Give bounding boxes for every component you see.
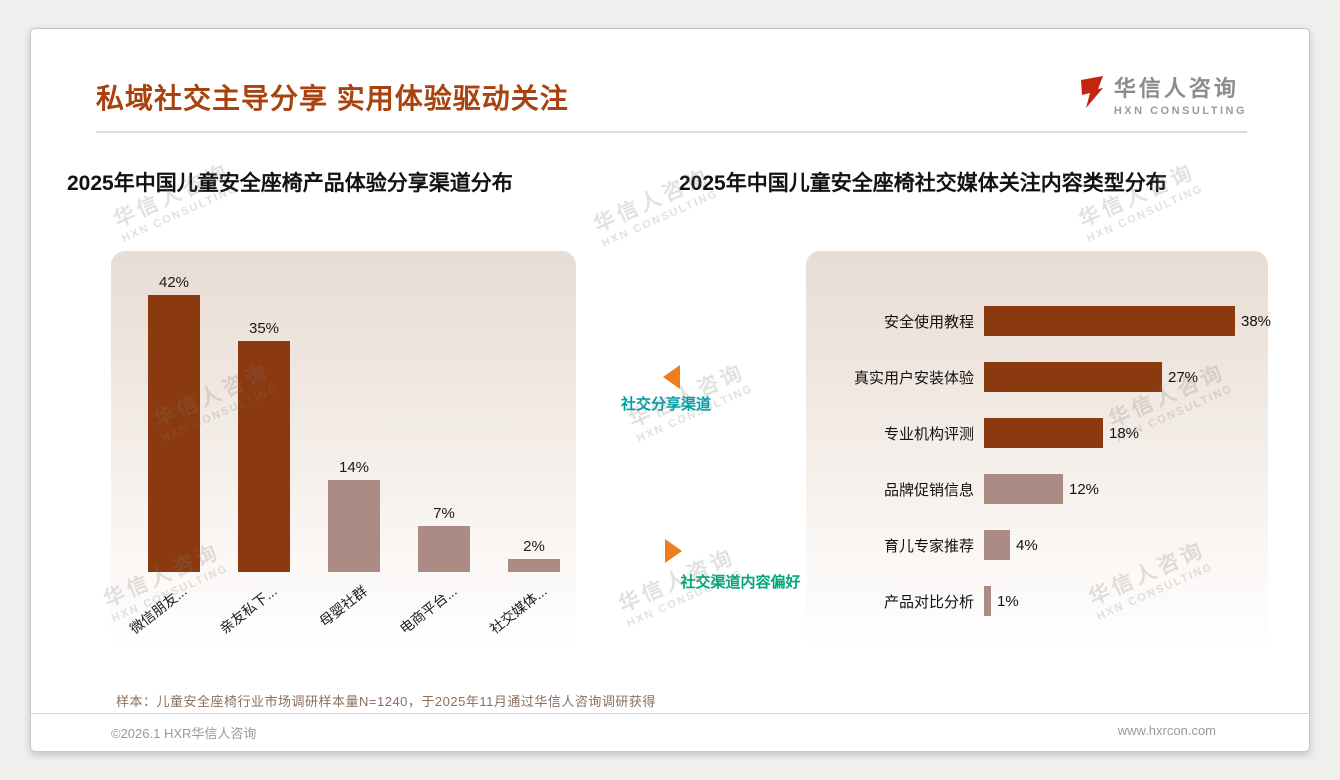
hbar-category-label: 品牌促销信息 — [883, 481, 974, 499]
left-arrow-icon — [663, 365, 680, 389]
category-cell: 电商平台... — [396, 575, 489, 647]
hbar-row-5: 产品对比分析 1% — [824, 573, 1262, 629]
bar — [984, 418, 1103, 448]
hbar-category-label: 专业机构评测 — [883, 425, 974, 443]
bar-value-label: 35% — [248, 320, 280, 337]
category-label: 亲友私下... — [216, 582, 280, 637]
bar — [984, 362, 1162, 392]
bar — [984, 530, 1010, 560]
horizontal-bar-chart: 安全使用教程 38% 真实用户安装体验 27% 专业机构评测 18% 品牌促销信息 12% 育儿… — [806, 251, 1271, 651]
hbar-category-label: 真实用户安装体验 — [853, 369, 974, 387]
category-label: 母婴社群 — [315, 582, 370, 630]
bar — [984, 306, 1235, 336]
category-label: 微信朋友... — [126, 582, 190, 637]
vertical-categories: 微信朋友... 亲友私下... 母婴社群 电商平台... 社交媒体... — [126, 575, 579, 647]
slide: 华信人咨询 HXN CONSULTING 华信人咨询 HXN CONSULTING … — [30, 28, 1310, 752]
category-cell: 母婴社群 — [309, 575, 399, 647]
bar-value-label: 14% — [338, 459, 370, 476]
left-chart-title: 2025年中国儿童安全座椅产品体验分享渠道分布 — [67, 172, 513, 195]
bar-column-2: 14% — [309, 459, 399, 572]
logo-name: 华信人咨询 — [1113, 76, 1239, 101]
bar-column-4: 2% — [489, 538, 579, 572]
bar — [238, 341, 290, 572]
bar-column-0: 42% — [129, 274, 219, 572]
category-cell: 亲友私下... — [216, 575, 309, 647]
bar-value-label: 12% — [1069, 480, 1100, 498]
hbar-row-1: 真实用户安装体验 27% — [824, 349, 1262, 405]
bar — [148, 295, 200, 572]
left-arrow-label: 社交分享渠道 — [620, 396, 711, 413]
bar — [328, 480, 380, 572]
logo-tagline: HXN CONSULTING — [1113, 105, 1247, 117]
bar-value-label: 27% — [1168, 368, 1199, 386]
hbar-category-label: 育儿专家推荐 — [883, 537, 974, 555]
bar-value-label: 18% — [1109, 424, 1140, 442]
hbar-row-4: 育儿专家推荐 4% — [824, 517, 1262, 573]
sample-note: 样本：儿童安全座椅行业市场调研样本量N=1240，于2025年11月通过华信人咨… — [116, 694, 656, 709]
hbar-category-label: 安全使用教程 — [883, 313, 974, 331]
bar — [984, 586, 991, 616]
hbar-category-label: 产品对比分析 — [883, 593, 974, 611]
page-title: 私域社交主导分享 实用体验驱动关注 — [96, 83, 569, 114]
copyright-text: ©2026.1 HXR华信人咨询 — [111, 726, 257, 741]
bar-column-3: 7% — [399, 505, 489, 572]
category-cell: 微信朋友... — [126, 575, 219, 647]
bar — [508, 559, 560, 572]
hbar-row-2: 专业机构评测 18% — [824, 405, 1262, 461]
bar-column-1: 35% — [219, 320, 309, 572]
bar-value-label: 42% — [158, 274, 190, 291]
horizontal-rows: 安全使用教程 38% 真实用户安装体验 27% 专业机构评测 18% 品牌促销信息 12% 育儿… — [824, 293, 1271, 629]
bar-value-label: 38% — [1241, 312, 1272, 330]
hbar-row-3: 品牌促销信息 12% — [824, 461, 1262, 517]
bar-value-label: 7% — [433, 505, 455, 522]
category-label: 社交媒体... — [486, 582, 550, 637]
logo: 华信人咨询 HXN CONSULTING — [1078, 71, 1247, 117]
category-cell: 社交媒体... — [486, 575, 579, 647]
header: 私域社交主导分享 实用体验驱动关注 华信人咨询 HXN CONSULTING — [96, 71, 1247, 133]
right-arrow-label: 社交渠道内容偏好 — [680, 574, 801, 591]
website-text: www.hxrcon.com — [1117, 723, 1216, 738]
hbar-row-0: 安全使用教程 38% — [824, 293, 1271, 349]
bar-value-label: 2% — [523, 538, 545, 555]
bar — [984, 474, 1063, 504]
vertical-bar-chart: 42% 35% 14% 7% 2% 微信朋友... 亲友私下... 母婴社群 电商平台... 社… — [111, 251, 576, 651]
footer: ©2026.1 HXR华信人咨询 www.hxrcon.com — [31, 713, 1309, 751]
right-arrow-icon — [665, 539, 682, 563]
logo-icon — [1078, 75, 1105, 114]
bar — [418, 526, 470, 572]
bar-value-label: 1% — [997, 592, 1019, 610]
logo-text: 华信人咨询 HXN CONSULTING — [1114, 71, 1247, 117]
bar-value-label: 4% — [1016, 536, 1038, 554]
vertical-bars: 42% 35% 14% 7% 2% — [129, 267, 579, 572]
category-label: 电商平台... — [396, 582, 460, 637]
right-chart-title: 2025年中国儿童安全座椅社交媒体关注内容类型分布 — [679, 172, 1167, 195]
